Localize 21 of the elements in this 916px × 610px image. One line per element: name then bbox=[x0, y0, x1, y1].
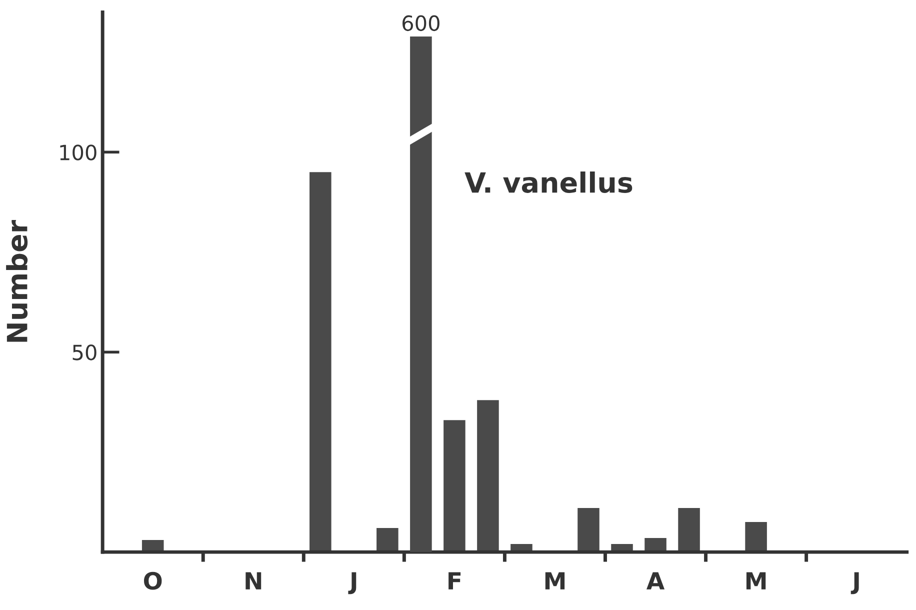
y-tick-label: 50 bbox=[72, 344, 96, 360]
x-tick-label: M bbox=[746, 572, 766, 590]
x-tick-label: A bbox=[646, 572, 665, 590]
bar bbox=[745, 522, 767, 552]
bar bbox=[310, 172, 332, 552]
x-tick-label: N bbox=[246, 572, 262, 590]
bar bbox=[376, 528, 398, 552]
bar bbox=[644, 538, 666, 552]
bar bbox=[578, 508, 600, 552]
data-label: 600 bbox=[402, 15, 440, 32]
annotation: V. vanellus bbox=[464, 172, 632, 194]
y-axis-title: Number bbox=[6, 220, 28, 342]
x-tick-label: J bbox=[850, 572, 859, 594]
x-tick-label: J bbox=[348, 572, 356, 594]
bar bbox=[678, 508, 700, 552]
bar bbox=[444, 420, 466, 552]
y-tick-label: 100 bbox=[60, 144, 96, 160]
x-tick-label: F bbox=[448, 572, 461, 590]
x-tick-label: O bbox=[144, 572, 162, 590]
x-tick-label: M bbox=[545, 572, 565, 590]
bar bbox=[477, 400, 499, 552]
